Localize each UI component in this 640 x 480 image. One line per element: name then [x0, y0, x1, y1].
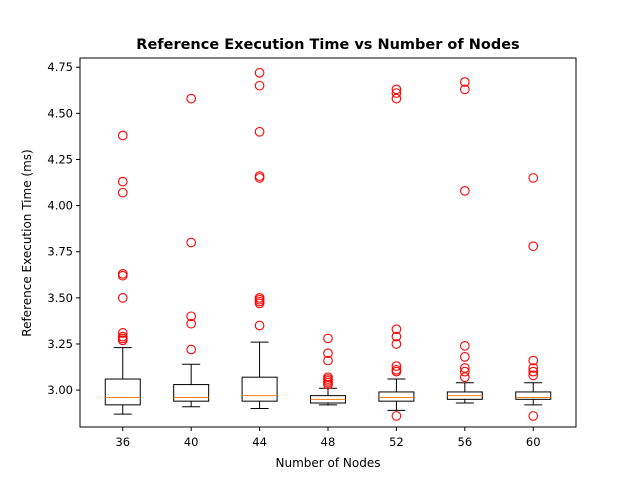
outlier-point [186, 311, 197, 322]
x-tick-label: 40 [184, 435, 199, 449]
outlier-point [323, 333, 333, 344]
outlier-point [528, 363, 539, 373]
outlier-point [323, 355, 333, 366]
outlier-point [391, 88, 402, 98]
x-tick-label: 44 [252, 435, 267, 449]
x-tick-label: 36 [115, 435, 130, 449]
chart-title: Reference Execution Time vs Number of No… [136, 37, 519, 53]
outlier-point [459, 84, 470, 95]
outlier-point [459, 77, 470, 87]
outlier-point [528, 411, 539, 421]
outlier-point [254, 67, 265, 78]
iqr-box [241, 376, 278, 402]
y-tick-label: 3.50 [47, 291, 73, 305]
outlier-point [391, 411, 402, 421]
outlier-point [117, 130, 128, 141]
outlier-point [323, 348, 333, 359]
outlier-point [186, 237, 197, 248]
outlier-point [186, 93, 197, 104]
outlier-point [117, 270, 128, 281]
y-tick-label: 4.25 [47, 152, 73, 166]
outlier-point [528, 370, 539, 381]
outlier-point [254, 320, 265, 331]
y-axis-label: Reference Execution Time (ms) [20, 149, 34, 336]
outlier-point [391, 93, 402, 104]
outlier-point [528, 355, 539, 366]
outlier-point [391, 364, 402, 375]
outlier-point [459, 363, 470, 373]
outlier-point [254, 171, 265, 181]
outlier-point [459, 340, 470, 351]
outlier-point [391, 84, 402, 95]
x-tick-label: 52 [389, 435, 404, 449]
outlier-point [323, 372, 333, 383]
outlier-point [254, 126, 265, 137]
iqr-box [104, 378, 141, 406]
outlier-point [117, 269, 128, 279]
y-tick-label: 4.75 [47, 60, 73, 74]
iqr-box [173, 384, 210, 402]
outlier-point [117, 331, 128, 342]
box-group-40 [173, 93, 210, 408]
outlier-point [528, 173, 539, 183]
outlier-point [459, 372, 470, 383]
y-tick-label: 4.00 [47, 199, 73, 213]
outlier-point [117, 328, 128, 338]
iqr-box [515, 391, 552, 400]
x-tick-label: 60 [526, 435, 541, 449]
outlier-point [459, 185, 470, 196]
box-group-60 [515, 173, 552, 421]
outlier-point [391, 339, 402, 349]
x-tick-label: 56 [458, 435, 473, 449]
outlier-point [391, 331, 402, 342]
plot-frame [79, 57, 577, 428]
x-axis-label: Number of Nodes [276, 456, 381, 470]
y-axis: 3.00 3.25 3.50 3.75 4.00 4.25 4.50 4.75 [47, 60, 80, 397]
box-group-36 [104, 130, 141, 415]
outlier-point [186, 344, 197, 355]
y-tick-label: 3.00 [47, 383, 73, 397]
outlier-point [459, 366, 470, 377]
box-group-44 [241, 67, 278, 410]
x-axis: 36 40 44 48 52 56 60 [115, 427, 541, 449]
boxes-layer [104, 67, 552, 421]
outlier-point [117, 293, 128, 303]
box-group-48 [310, 333, 346, 406]
y-tick-label: 3.75 [47, 245, 73, 259]
outlier-point [117, 187, 128, 198]
box-group-56 [446, 77, 483, 404]
outlier-point [254, 293, 265, 303]
outlier-point [254, 173, 265, 183]
outlier-point [391, 361, 402, 371]
iqr-box [378, 391, 415, 402]
box-group-52 [378, 84, 415, 421]
outlier-point [528, 366, 539, 377]
outlier-point [459, 352, 470, 362]
outlier-point [254, 80, 265, 91]
outlier-point [528, 241, 539, 252]
y-tick-label: 3.25 [47, 337, 73, 351]
y-tick-label: 4.50 [47, 106, 73, 120]
outlier-point [391, 324, 402, 335]
outlier-point [186, 318, 197, 329]
outlier-point [117, 176, 128, 187]
x-tick-label: 48 [321, 435, 336, 449]
